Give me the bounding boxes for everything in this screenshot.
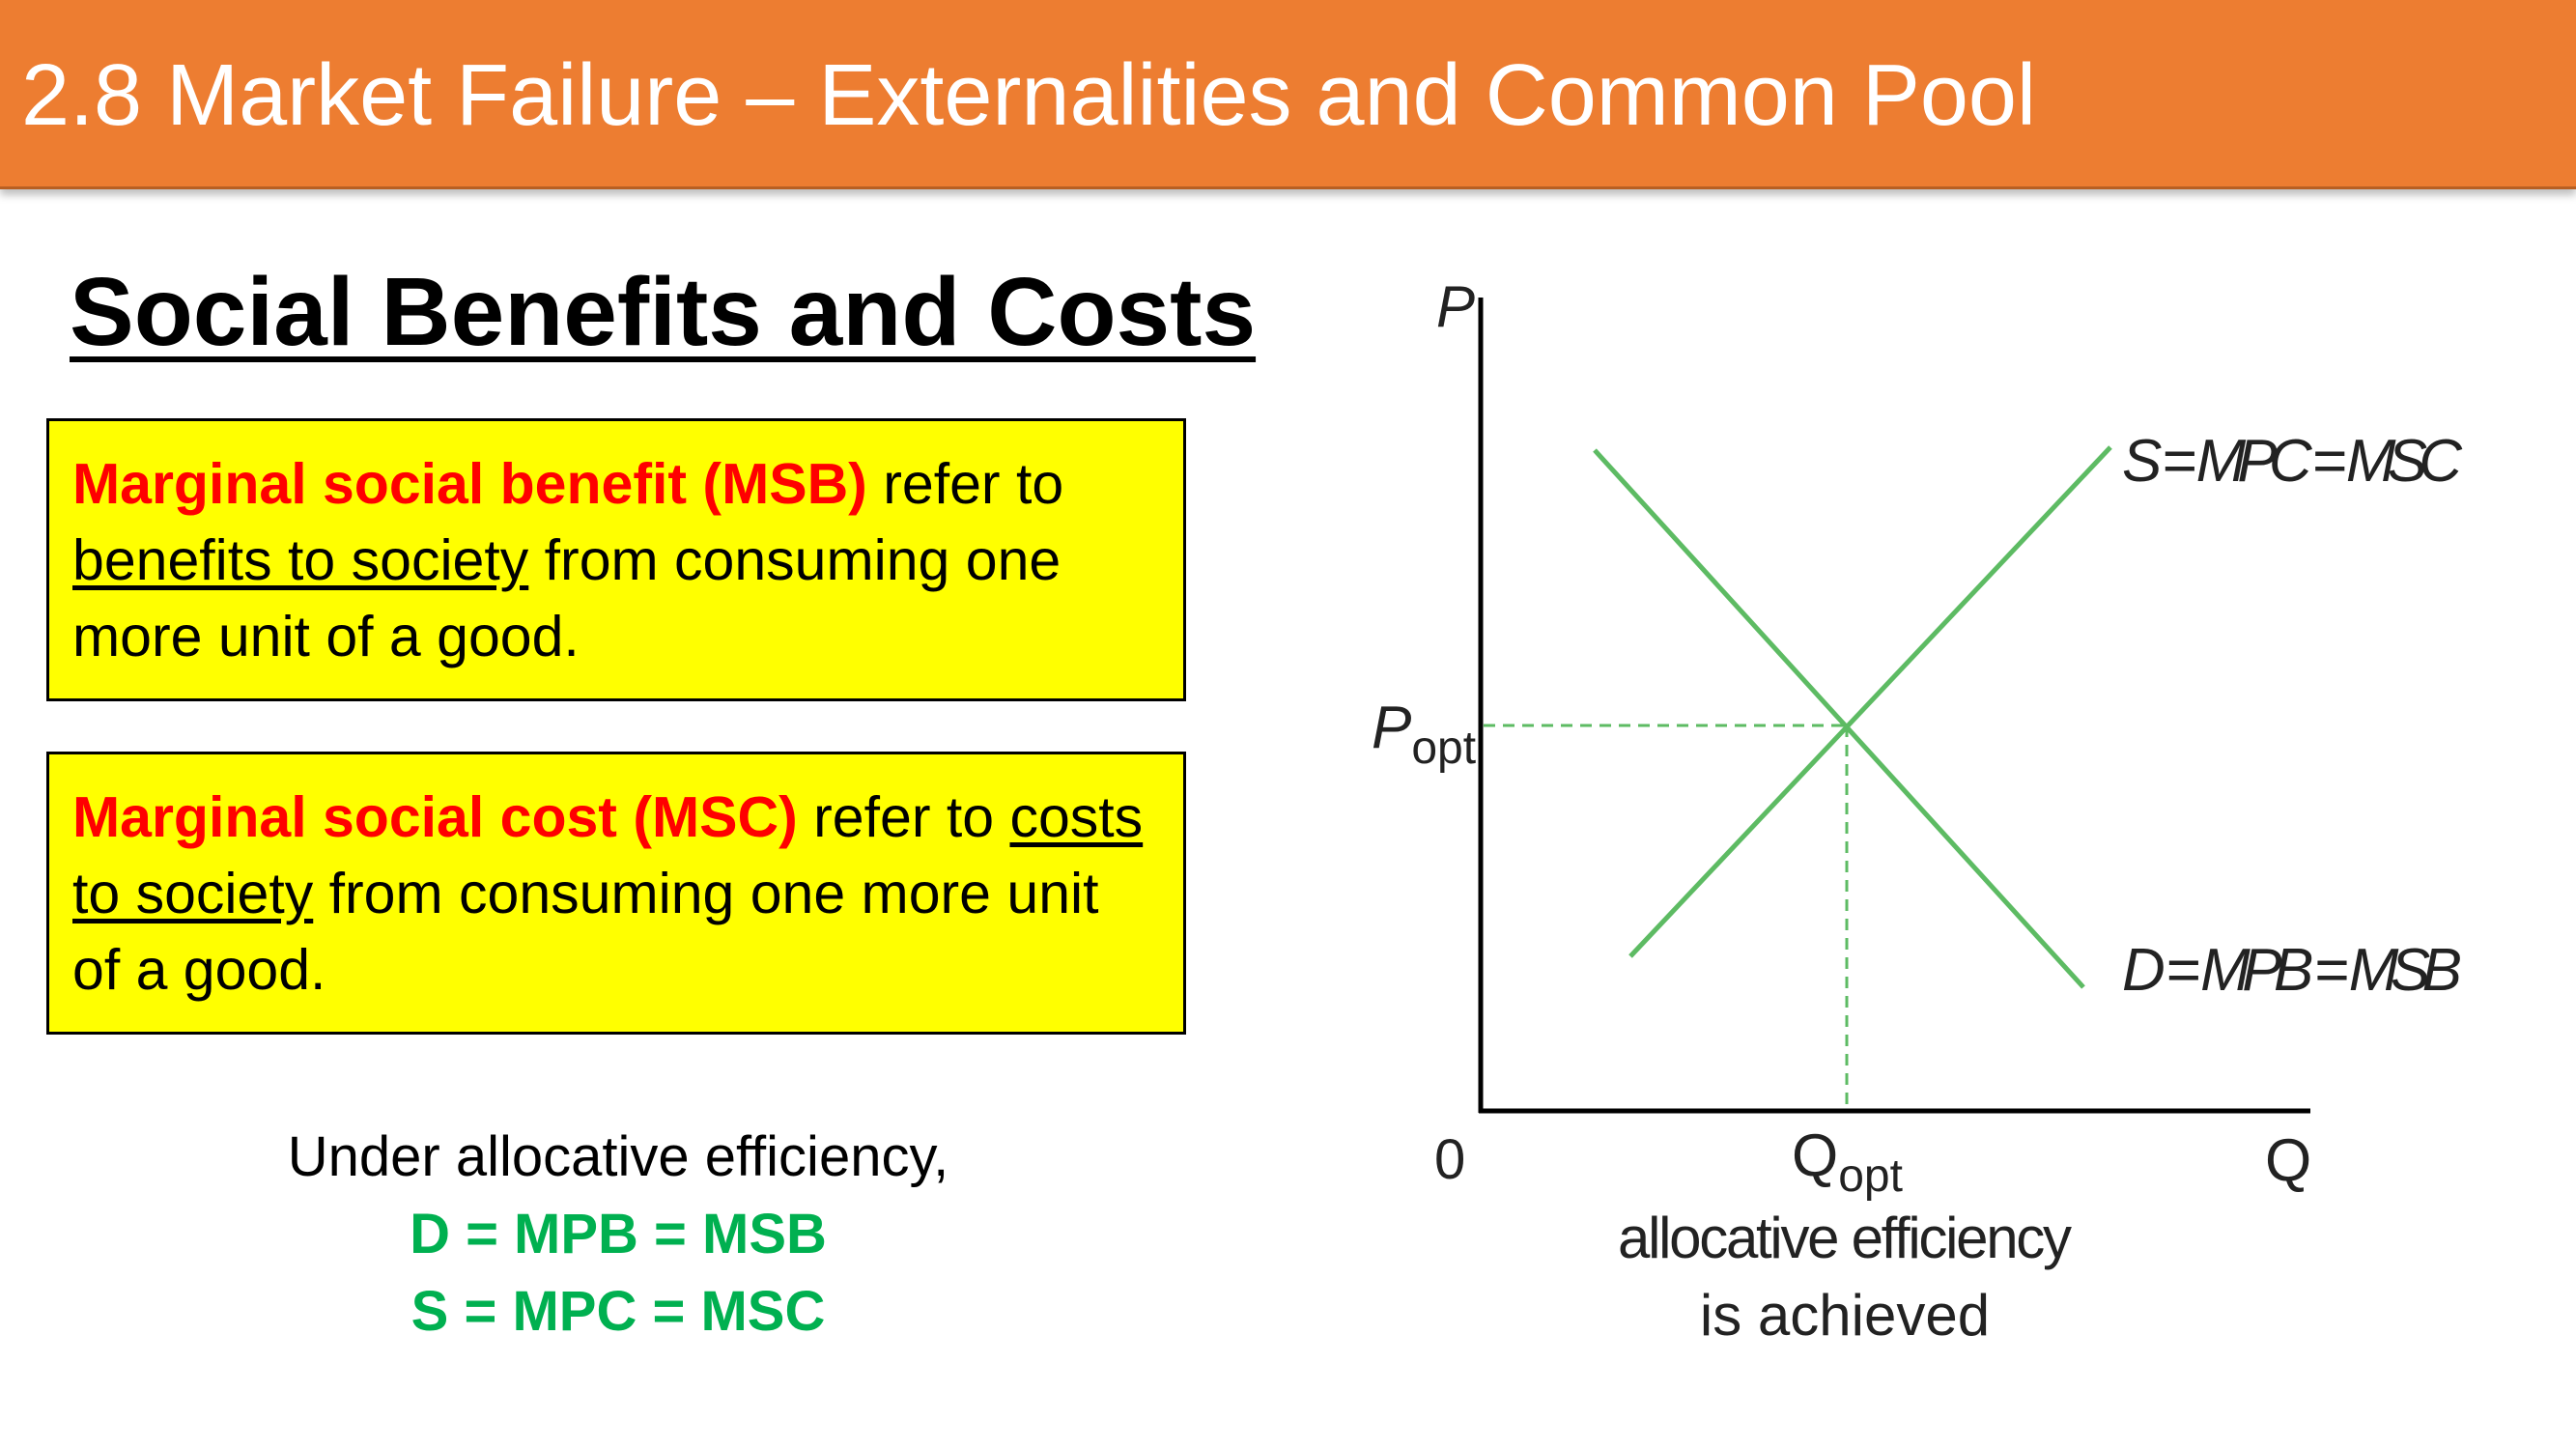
demand-curve-label: D = MPB = MSB: [2122, 937, 2462, 1004]
slide-title: 2.8 Market Failure – Externalities and C…: [21, 47, 2036, 144]
caption-line-2: is achieved: [1700, 1283, 1990, 1348]
title-bar: 2.8 Market Failure – Externalities and C…: [0, 0, 2576, 189]
supply-demand-diagram: P Q 0 Popt Qopt S = MPC = MSC D = MPB = …: [1372, 274, 2463, 1348]
summary-supply-equation: S = MPC = MSC: [410, 1280, 826, 1343]
supply-curve-label: S = MPC = MSC: [2122, 428, 2463, 495]
msb-definition-box: Marginal social benefit (MSB) refer to b…: [46, 418, 1186, 701]
msc-underlined: costs to society: [72, 785, 1144, 925]
summary-demand-equation: D = MPB = MSB: [410, 1203, 827, 1265]
caption-line-1: allocative efficiency: [1618, 1206, 2072, 1270]
demand-curve: [1593, 448, 2085, 989]
msb-text-a: refer to: [866, 452, 1064, 516]
q-opt-label: Qopt: [1792, 1122, 1903, 1202]
origin-label: 0: [1434, 1128, 1465, 1191]
msb-term: Marginal social benefit (MSB): [72, 452, 867, 516]
msb-underlined: benefits to society: [72, 528, 529, 592]
msc-definition-box: Marginal social cost (MSC) refer to cost…: [46, 752, 1186, 1035]
section-heading: Social Benefits and Costs: [70, 258, 1257, 366]
msb-text-b: from consuming one more unit of a good.: [72, 528, 1062, 668]
summary-intro: Under allocative efficiency,: [287, 1125, 949, 1188]
y-axis-label: P: [1436, 274, 1475, 339]
msc-term: Marginal social cost (MSC): [72, 785, 798, 849]
msc-text-a: refer to: [797, 785, 1010, 849]
p-opt-label: Popt: [1372, 695, 1476, 774]
x-axis-label: Q: [2265, 1127, 2311, 1194]
msc-text-b: from consuming one more unit of a good.: [72, 862, 1099, 1002]
supply-curve: [1628, 445, 2112, 958]
